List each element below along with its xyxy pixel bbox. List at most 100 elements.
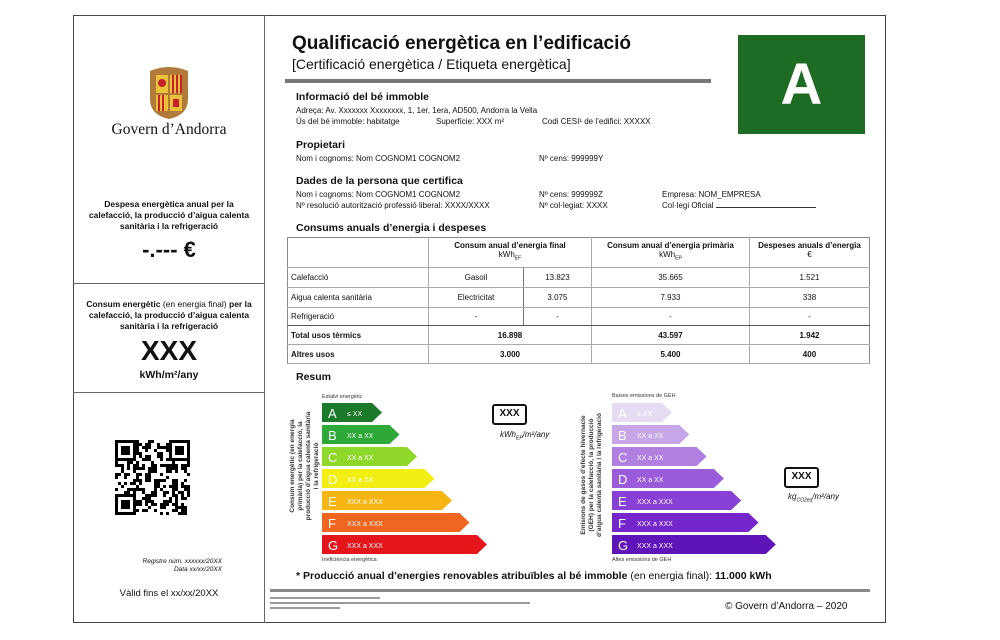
row-label: Calefacció — [287, 267, 429, 288]
energy-band-letter: G — [328, 538, 338, 553]
energy-band-arrow — [322, 535, 487, 554]
emissions-band-f: F XXX a XXX — [612, 513, 759, 532]
emissions-unit-rest: /m²/any — [812, 492, 839, 501]
energy-band-letter: A — [328, 406, 337, 421]
energy-band-arrow — [322, 447, 417, 466]
footer-rule — [270, 589, 870, 592]
energy-unit: kWhEP/m²/any — [500, 430, 549, 442]
energy-unit-sub: EP — [516, 435, 523, 442]
emissions-band-range: XXX a XXX — [637, 543, 673, 550]
energy-band-g: G XXX a XXX — [322, 535, 487, 554]
consumption-value: XXX — [140, 335, 198, 366]
energy-band-letter: D — [328, 472, 337, 487]
renewables-label: * Producció anual d’energies renovables … — [296, 570, 628, 582]
row-label: Refrigeració — [287, 307, 429, 326]
emissions-band-range: ≤ XX — [637, 411, 652, 418]
emissions-band-range: XXX a XXX — [637, 499, 673, 506]
emissions-value-box: XXX — [784, 467, 819, 488]
emissions-band-a: A ≤ XX — [612, 403, 672, 422]
emissions-band-letter: G — [618, 538, 628, 553]
certifier-collegiate: Nº col·legiat: XXXX — [539, 201, 608, 210]
total-cost: 1.942 — [749, 325, 870, 345]
college-blank-line — [715, 207, 816, 208]
emissions-band-letter: A — [618, 406, 627, 421]
energy-band-range: XXX a XXX — [347, 543, 383, 550]
energy-band-arrow — [322, 491, 452, 510]
cost-label: Despesa energètica anual per la calefacc… — [88, 199, 250, 231]
emissions-axis-label: Emisions de gasos d’efecte hivernacle (G… — [580, 413, 603, 537]
energy-axis-label: Consum energètic (en energia primària) p… — [289, 411, 320, 521]
emissions-band-c: C XX a XX — [612, 447, 707, 466]
property-cesi: Codi CESI¹ de l’edifici: XXXXX — [542, 117, 651, 126]
certifier-cens: Nº cens: 999999Z — [539, 190, 603, 199]
energy-band-letter: F — [328, 516, 336, 531]
header-primary-label: Consum anual d’energia primària — [607, 241, 734, 250]
renewables-value: 11.000 kWh — [715, 570, 772, 582]
energy-band-range: ≤ XX — [347, 411, 362, 418]
emissions-band-arrow — [612, 491, 742, 510]
total-primary: 5.400 — [591, 344, 750, 364]
emissions-band-arrow — [612, 425, 690, 444]
energy-band-c: C XX a XX — [322, 447, 417, 466]
row-source: - — [428, 307, 524, 326]
table-total-row: Total usos tèrmics 16.898 43.597 1.942 — [287, 325, 870, 345]
consumption-unit: kWh/m²/any — [139, 369, 199, 381]
energy-band-b: B XX a XX — [322, 425, 400, 444]
emissions-band-arrow — [612, 403, 672, 422]
emissions-top-label: Baixes emissions de GEH — [612, 393, 676, 399]
table-row: Aigua calenta sanitària Electricitat 3.075… — [287, 287, 870, 308]
energy-band-arrow — [322, 469, 435, 488]
emissions-band-letter: C — [618, 450, 627, 465]
header-final: Consum anual d’energia final kWhEF — [428, 237, 592, 268]
energy-band-range: XX a XX — [347, 455, 374, 462]
energy-unit-main: kWh — [500, 430, 516, 439]
energy-band-arrow — [322, 425, 400, 444]
emissions-band-letter: D — [618, 472, 627, 487]
energy-band-range: XX a XX — [347, 433, 374, 440]
energy-band-arrow — [322, 513, 470, 532]
total-label: Altres usos — [287, 344, 429, 364]
consumption-table: Consum anual d’energia final kWhEF Consum… — [287, 237, 870, 364]
total-label: Total usos tèrmics — [287, 325, 429, 345]
energy-band-letter: E — [328, 494, 337, 509]
property-surface: Superfície: XXX m² — [436, 117, 505, 126]
header-primary-unit: kWh — [659, 250, 676, 259]
energy-value-box: XXX — [492, 404, 527, 425]
energy-band-letter: B — [328, 428, 337, 443]
property-use: Ús del bé immoble: habitatge — [296, 117, 400, 126]
header-cost-label: Despeses anuals d’energia — [758, 241, 861, 250]
energy-band-range: XX a XX — [347, 477, 374, 484]
renewables-qualifier: (en energia final): — [630, 570, 713, 582]
total-final: 16.898 — [428, 325, 592, 345]
emissions-band-letter: E — [618, 494, 627, 509]
left-panel: Govern d’Andorra Despesa energètica anua… — [73, 15, 265, 623]
table-header-row: Consum anual d’energia final kWhEF Consum… — [287, 237, 870, 268]
energy-band-d: D XX a XX — [322, 469, 435, 488]
certifier-college-label: Col·legi Oficial — [662, 201, 714, 210]
divider — [73, 392, 265, 393]
row-primary: - — [591, 307, 750, 326]
emissions-unit-sub: CO2eq — [796, 497, 813, 504]
energy-band-a: A ≤ XX — [322, 403, 382, 422]
consumption-label-bold: Consum energètic — [86, 299, 161, 309]
row-final: - — [523, 307, 592, 326]
row-cost: 338 — [749, 287, 870, 308]
emissions-band-letter: F — [618, 516, 626, 531]
row-source: Gasoil — [428, 267, 524, 288]
emissions-band-letter: B — [618, 428, 627, 443]
row-primary: 35.665 — [591, 267, 750, 288]
emissions-band-e: E XXX a XXX — [612, 491, 742, 510]
table-row: Refrigeració - - - - — [287, 307, 870, 326]
energy-band-arrow — [322, 403, 382, 422]
emissions-band-range: XX a XX — [637, 477, 664, 484]
row-primary: 7.933 — [591, 287, 750, 308]
header-final-sub: EF — [514, 255, 522, 262]
qr-code[interactable] — [115, 440, 193, 548]
energy-band-f: F XXX a XXX — [322, 513, 470, 532]
registry-number: Registre núm. xxxxxx/20XX — [142, 558, 222, 565]
header-primary: Consum anual d’energia primària kWhEP — [591, 237, 750, 268]
property-address: Adreça: Av. Xxxxxxx Xxxxxxxx, 1, 1er, 1e… — [296, 106, 538, 115]
footer-fine-print — [270, 597, 530, 609]
empty-header — [287, 237, 429, 268]
